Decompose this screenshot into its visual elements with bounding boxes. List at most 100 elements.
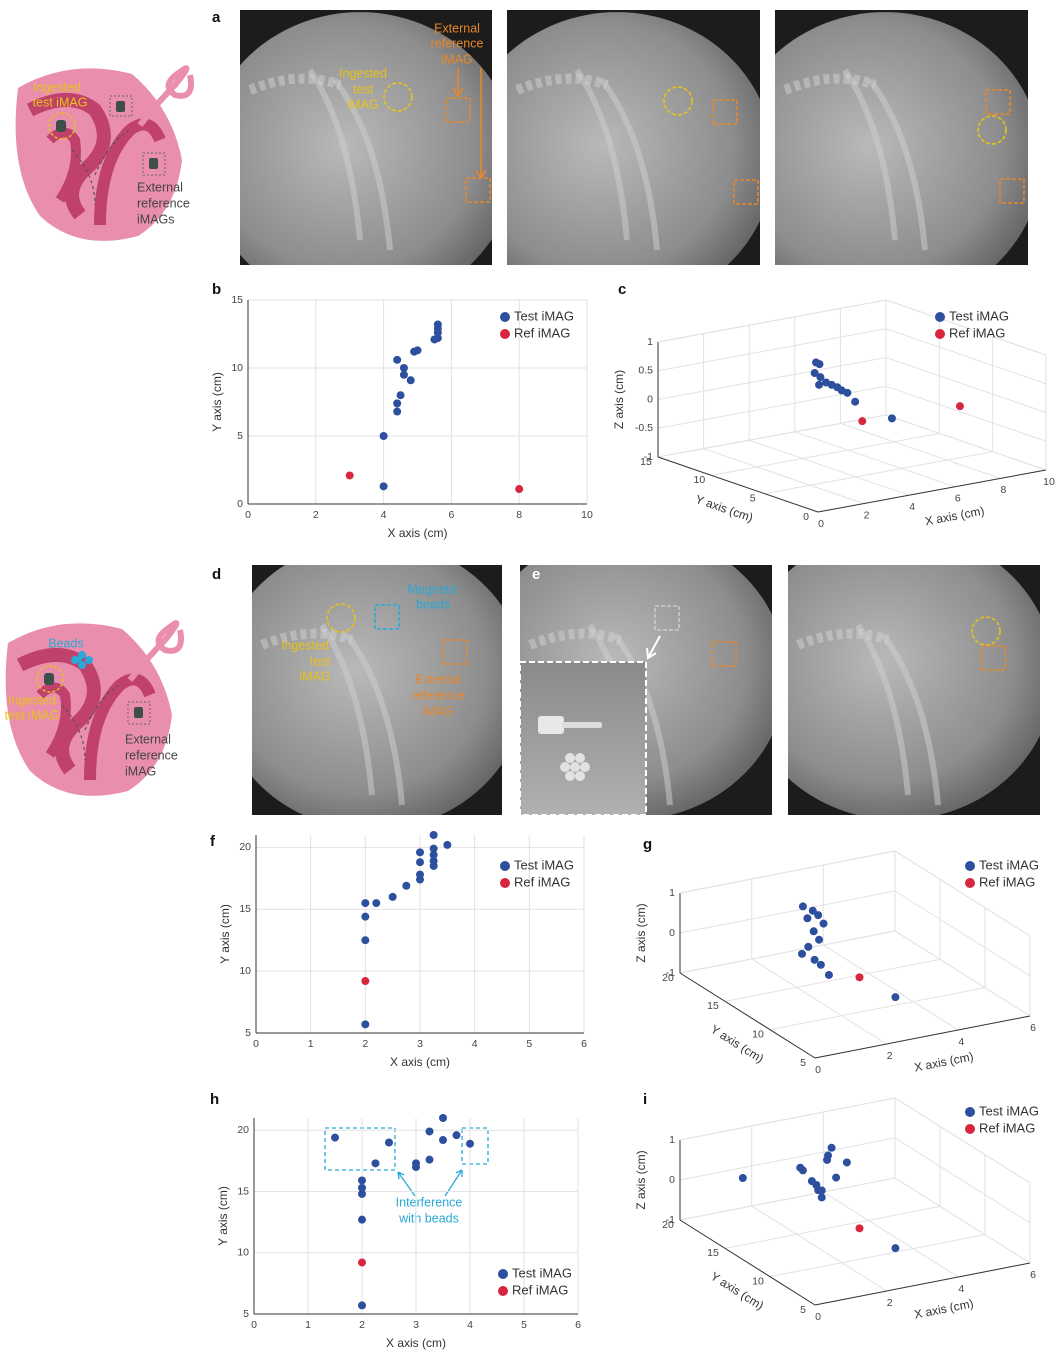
x-tick-label: 6 (575, 1319, 581, 1331)
grid-line (725, 1206, 940, 1248)
annotation: iMAG (125, 764, 156, 778)
y-tick-label: 10 (237, 1247, 249, 1259)
z-tick-label: 0.5 (638, 365, 653, 377)
x-tick-label: 3 (413, 1319, 419, 1331)
x-tick-label: 0 (815, 1311, 821, 1323)
data-point (814, 911, 822, 919)
x-tick-label: 3 (417, 1038, 423, 1050)
annotation: test (353, 82, 374, 96)
box-edge (680, 1098, 895, 1140)
data-point (816, 360, 824, 368)
grid-line (680, 1138, 895, 1180)
annotation: Interference (396, 1195, 463, 1209)
x-tick-label: 5 (526, 1038, 532, 1050)
panel-label: f (210, 833, 216, 850)
y-tick-label: 15 (707, 1247, 719, 1259)
y-tick-label: 10 (231, 362, 243, 374)
annotation: iMAG (422, 704, 453, 718)
grid-line (895, 1138, 1030, 1223)
legend-label: Test iMAG (512, 1265, 572, 1280)
x-tick-label: 4 (467, 1319, 473, 1331)
panel-label: b (212, 281, 221, 298)
panel-label: i (643, 1091, 647, 1108)
data-point (430, 845, 438, 853)
data-point (891, 1244, 899, 1252)
box-edge (658, 300, 886, 342)
grid-line (886, 358, 1046, 413)
annotation: test iMAG (33, 95, 88, 109)
data-point (358, 1216, 366, 1224)
grid-line (658, 415, 886, 457)
data-point (843, 389, 851, 397)
data-point (414, 346, 422, 354)
data-point (407, 376, 415, 384)
y-tick-label: 5 (237, 430, 243, 442)
y-tick-label: 20 (237, 1124, 249, 1136)
grid-line (711, 433, 939, 475)
grid-line (765, 452, 993, 494)
y-tick-label: 15 (237, 1185, 249, 1197)
data-point (799, 1166, 807, 1174)
x-tick-label: 6 (955, 493, 961, 505)
x-axis-label: X axis (cm) (388, 526, 448, 540)
data-point (380, 482, 388, 490)
data-point (812, 1181, 820, 1189)
data-point (739, 1174, 747, 1182)
x-tick-label: 2 (359, 1319, 365, 1331)
data-point (372, 899, 380, 907)
annotation: External (137, 180, 183, 194)
z-tick-label: -1 (666, 1214, 675, 1226)
panel-label: a (212, 9, 221, 26)
xray (742, 530, 1054, 820)
y-tick-label: 0 (803, 511, 809, 523)
data-point (515, 485, 523, 493)
legend-label: Test iMAG (514, 857, 574, 872)
figure: abcdefghiIngestedtest iMAGExternalrefere… (0, 0, 1064, 1353)
data-point (346, 471, 354, 479)
x-axis-label: X axis (cm) (386, 1336, 446, 1350)
legend-label: Ref iMAG (514, 325, 570, 340)
box-edge (680, 851, 895, 893)
annotation: reference (431, 36, 484, 50)
data-point (439, 1114, 447, 1122)
data-point (416, 871, 424, 879)
data-point (956, 402, 964, 410)
y-tick-label: 5 (243, 1308, 249, 1320)
annotation: Ingested (339, 66, 387, 80)
annotation: Ingested (8, 693, 56, 707)
axis-line (815, 1016, 1030, 1058)
inset-imag (538, 716, 564, 734)
legend-label: Ref iMAG (949, 325, 1005, 340)
legend-marker (498, 1286, 508, 1296)
inset-imag-tail (562, 722, 602, 728)
data-point (858, 417, 866, 425)
x-tick-label: 6 (1030, 1022, 1036, 1034)
data-point (361, 913, 369, 921)
legend-label: Ref iMAG (512, 1282, 568, 1297)
annotation: reference (412, 688, 465, 702)
y-tick-label: 0 (237, 498, 243, 510)
data-point (416, 848, 424, 856)
legend-label: Ref iMAG (514, 874, 570, 889)
x-tick-label: 0 (251, 1319, 257, 1331)
data-point (832, 1174, 840, 1182)
z-tick-label: 0 (669, 927, 675, 939)
legend-marker (935, 329, 945, 339)
data-point (804, 943, 812, 951)
z-tick-label: 1 (647, 336, 653, 348)
grid-line (680, 1178, 895, 1220)
x-tick-label: 2 (313, 509, 319, 521)
y-axis-label: Y axis (cm) (694, 492, 755, 525)
inset-bead (580, 762, 590, 772)
legend-marker (935, 312, 945, 322)
data-point (331, 1134, 339, 1142)
data-point (402, 882, 410, 890)
annotation: External (415, 672, 461, 686)
data-point (439, 1136, 447, 1144)
data-point (803, 914, 811, 922)
legend-marker (500, 329, 510, 339)
data-point (430, 831, 438, 839)
legend-marker (498, 1269, 508, 1279)
inset (520, 662, 646, 815)
data-point (426, 1156, 434, 1164)
